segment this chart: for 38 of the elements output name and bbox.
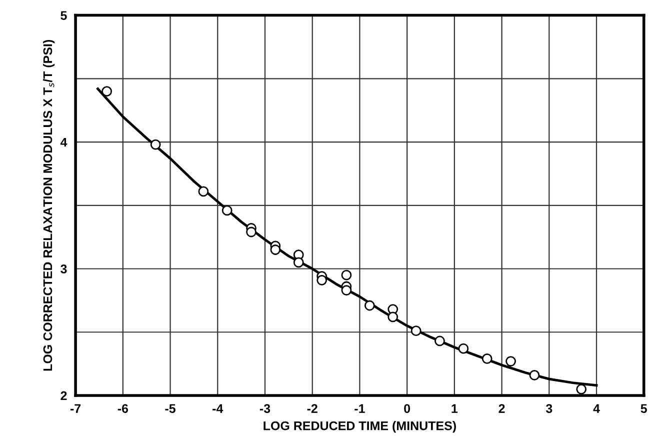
y-tick-label: 4 [60,138,68,147]
point [341,285,352,296]
point [388,312,398,322]
point [222,205,232,216]
point [529,370,540,380]
x-tick-label: 4 [593,404,600,413]
y-tick-label: 5 [60,11,67,20]
point [506,356,516,366]
x-tick-label: -2 [307,404,318,413]
point [410,326,422,336]
x-tick-label: -1 [354,404,365,413]
x-tick-label: 5 [640,404,647,413]
point [458,343,469,354]
x-axis-title: LOG REDUCED TIME (MINUTES) [264,421,456,433]
point [341,270,352,280]
point [434,336,445,346]
y-axis-title: LOG CORRECTED RELAXATION MODULUS X T$_{s}$/T (PSI) [42,40,55,371]
point [102,86,112,97]
point [293,257,304,268]
x-tick-label: -3 [260,404,270,414]
point [246,226,256,238]
point [364,300,375,311]
x-tick-label: -7 [70,404,81,413]
x-tick-label: 0 [404,404,410,413]
x-tick-label: 2 [498,404,505,413]
x-tick-label: -5 [165,404,176,413]
point [576,384,587,394]
y-tick-label: 2 [60,391,67,400]
x-tick-label: -4 [212,404,224,413]
x-tick-label: 3 [546,404,552,414]
point [482,354,492,364]
x-tick-label: 1 [452,404,458,413]
point [198,186,209,197]
x-tick-label: -6 [118,404,128,413]
point [270,244,281,255]
y-tick-label: 3 [60,264,67,274]
point [150,139,161,150]
point [316,274,328,286]
